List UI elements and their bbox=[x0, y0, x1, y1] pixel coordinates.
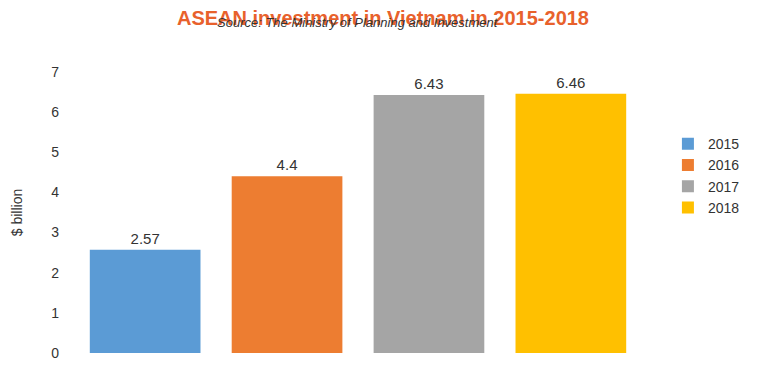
svg-text:ASEAN investment in Vietnam in: ASEAN investment in Vietnam in 2015-2018 bbox=[177, 7, 589, 29]
svg-text:4.4: 4.4 bbox=[277, 156, 298, 173]
svg-text:1: 1 bbox=[51, 305, 59, 321]
svg-text:$ billion: $ billion bbox=[9, 189, 25, 236]
svg-text:7: 7 bbox=[51, 64, 59, 80]
svg-text:2016: 2016 bbox=[708, 157, 739, 173]
svg-text:2: 2 bbox=[51, 265, 59, 281]
svg-text:3: 3 bbox=[51, 224, 59, 240]
svg-text:0: 0 bbox=[51, 345, 59, 361]
svg-text:2015: 2015 bbox=[708, 136, 739, 152]
svg-text:2017: 2017 bbox=[708, 179, 739, 195]
svg-text:6: 6 bbox=[51, 104, 59, 120]
svg-text:2018: 2018 bbox=[708, 200, 739, 216]
svg-text:4: 4 bbox=[51, 184, 59, 200]
svg-text:2.57: 2.57 bbox=[131, 230, 160, 247]
svg-text:6.43: 6.43 bbox=[414, 75, 443, 92]
svg-text:5: 5 bbox=[51, 144, 59, 160]
svg-text:Source: The Ministry of Planni: Source: The Ministry of Planning and Inv… bbox=[217, 15, 499, 30]
svg-text:6.46: 6.46 bbox=[556, 74, 585, 91]
